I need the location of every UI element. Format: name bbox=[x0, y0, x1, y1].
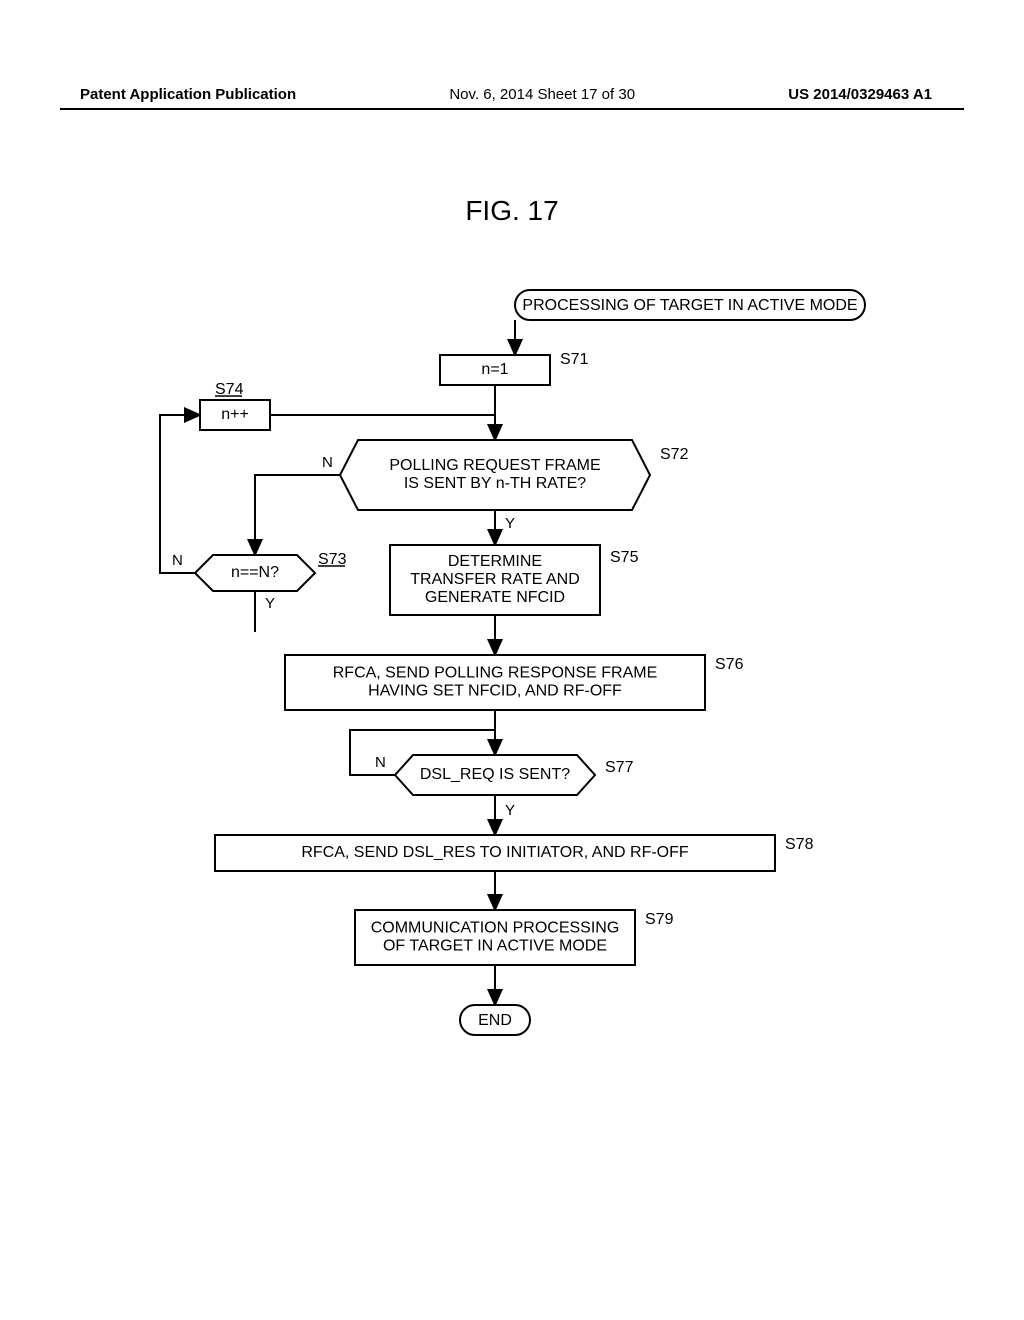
node-s77: DSL_REQ IS SENT? S77 bbox=[395, 755, 634, 795]
node-s78: RFCA, SEND DSL_RES TO INITIATOR, AND RF-… bbox=[215, 835, 814, 871]
svg-text:S76: S76 bbox=[715, 656, 744, 673]
svg-text:GENERATE NFCID: GENERATE NFCID bbox=[425, 589, 565, 606]
svg-text:S79: S79 bbox=[645, 911, 674, 928]
header-rule bbox=[60, 108, 964, 110]
svg-text:DSL_REQ IS SENT?: DSL_REQ IS SENT? bbox=[420, 766, 570, 783]
header-mid: Nov. 6, 2014 Sheet 17 of 30 bbox=[449, 86, 635, 103]
svg-text:PROCESSING OF TARGET IN ACTIVE: PROCESSING OF TARGET IN ACTIVE MODE bbox=[522, 297, 857, 314]
node-s79: COMMUNICATION PROCESSINGOF TARGET IN ACT… bbox=[355, 910, 674, 965]
page-header: Patent Application Publication Nov. 6, 2… bbox=[0, 86, 1024, 103]
node-s76: RFCA, SEND POLLING RESPONSE FRAMEHAVING … bbox=[285, 655, 744, 710]
svg-text:N: N bbox=[172, 552, 183, 569]
svg-text:DETERMINE: DETERMINE bbox=[448, 553, 542, 570]
figure-title: FIG. 17 bbox=[0, 195, 1024, 227]
svg-text:N: N bbox=[322, 454, 333, 471]
svg-text:END: END bbox=[478, 1012, 512, 1029]
svg-text:n++: n++ bbox=[221, 406, 249, 423]
svg-text:IS SENT BY n-TH RATE?: IS SENT BY n-TH RATE? bbox=[404, 475, 586, 492]
svg-text:POLLING REQUEST FRAME: POLLING REQUEST FRAME bbox=[389, 457, 600, 474]
svg-text:n=1: n=1 bbox=[481, 361, 508, 378]
svg-text:S72: S72 bbox=[660, 446, 689, 463]
svg-text:TRANSFER RATE AND: TRANSFER RATE AND bbox=[410, 571, 580, 588]
svg-text:Y: Y bbox=[265, 595, 275, 612]
svg-text:S78: S78 bbox=[785, 836, 814, 853]
svg-text:OF TARGET IN ACTIVE MODE: OF TARGET IN ACTIVE MODE bbox=[383, 938, 607, 955]
svg-text:Y: Y bbox=[505, 802, 515, 819]
node-s71: n=1 S71 bbox=[440, 351, 589, 385]
svg-text:N: N bbox=[375, 754, 386, 771]
node-s74: n++S74 bbox=[200, 381, 270, 430]
svg-text:COMMUNICATION PROCESSING: COMMUNICATION PROCESSING bbox=[371, 920, 620, 937]
svg-text:RFCA, SEND DSL_RES TO INITIATO: RFCA, SEND DSL_RES TO INITIATOR, AND RF-… bbox=[301, 844, 689, 861]
svg-text:S71: S71 bbox=[560, 351, 589, 368]
svg-text:HAVING SET NFCID, AND RF-OFF: HAVING SET NFCID, AND RF-OFF bbox=[368, 683, 622, 700]
svg-text:n==N?: n==N? bbox=[231, 564, 279, 581]
node-s73: n==N?S73 bbox=[195, 551, 347, 591]
node-end: END bbox=[460, 1005, 530, 1035]
svg-text:RFCA, SEND POLLING RESPONSE FR: RFCA, SEND POLLING RESPONSE FRAME bbox=[333, 665, 658, 682]
node-start: PROCESSING OF TARGET IN ACTIVE MODE bbox=[515, 290, 865, 320]
node-s75: DETERMINETRANSFER RATE ANDGENERATE NFCID… bbox=[390, 545, 639, 615]
flowchart-svg: Y N N Y Y N PROCESSING OF TARGET IN ACTIVE MOD… bbox=[120, 280, 904, 1180]
header-left: Patent Application Publication bbox=[80, 86, 296, 103]
svg-text:Y: Y bbox=[505, 515, 515, 532]
header-right: US 2014/0329463 A1 bbox=[788, 86, 932, 103]
node-s72: POLLING REQUEST FRAMEIS SENT BY n-TH RAT… bbox=[340, 440, 689, 510]
svg-text:S77: S77 bbox=[605, 759, 634, 776]
flowchart: Y N N Y Y N PROCESSING OF TARGET IN ACTIVE MOD… bbox=[120, 280, 904, 1180]
svg-text:S75: S75 bbox=[610, 549, 639, 566]
